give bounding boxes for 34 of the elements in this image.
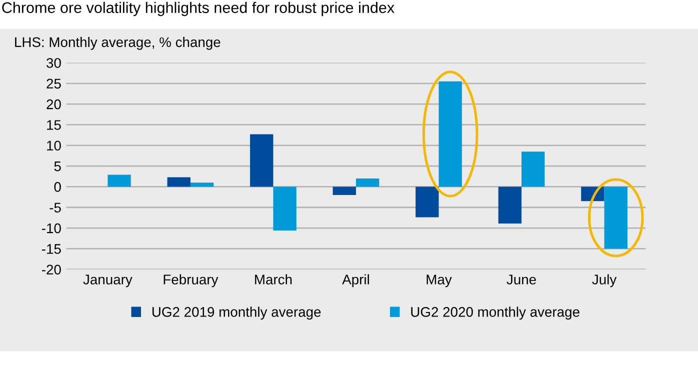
bar <box>522 152 545 187</box>
bar <box>604 186 628 249</box>
y-tick-label: 30 <box>46 58 61 68</box>
x-tick-label: January <box>83 274 132 288</box>
chart-title: Chrome ore volatility highlights need for robust price index <box>2 2 394 16</box>
x-tick-label: June <box>506 274 536 284</box>
x-tick-label: April <box>342 274 369 288</box>
bar <box>498 186 522 224</box>
x-tick-label: July <box>592 274 617 288</box>
bar <box>273 186 296 231</box>
legend-label: UG2 2020 monthly average <box>411 306 580 320</box>
legend-label: UG2 2019 monthly average <box>152 306 321 320</box>
bar <box>332 186 356 195</box>
y-tick-label: 5 <box>54 162 61 172</box>
y-tick-label: 15 <box>47 120 61 130</box>
y-tick-label: -5 <box>50 202 61 213</box>
y-tick-label: -20 <box>42 264 61 275</box>
bar <box>190 182 214 187</box>
bar <box>250 134 274 187</box>
bar <box>438 81 462 187</box>
x-tick-label: May <box>426 274 452 288</box>
bar <box>167 177 190 187</box>
y-tick-label: 20 <box>46 99 61 110</box>
y-tick-label: 25 <box>46 78 61 89</box>
x-tick-label: February <box>164 274 218 288</box>
y-tick-label: 0 <box>54 182 61 192</box>
bar <box>356 178 380 187</box>
bar <box>416 186 439 218</box>
bar <box>108 174 131 187</box>
x-tick-label: March <box>255 274 292 284</box>
y-tick-label: -15 <box>42 244 61 254</box>
y-tick-label: 10 <box>47 140 61 151</box>
y-axis-title: LHS: Monthly average, % change <box>15 36 220 50</box>
y-tick-label: -10 <box>42 223 61 234</box>
